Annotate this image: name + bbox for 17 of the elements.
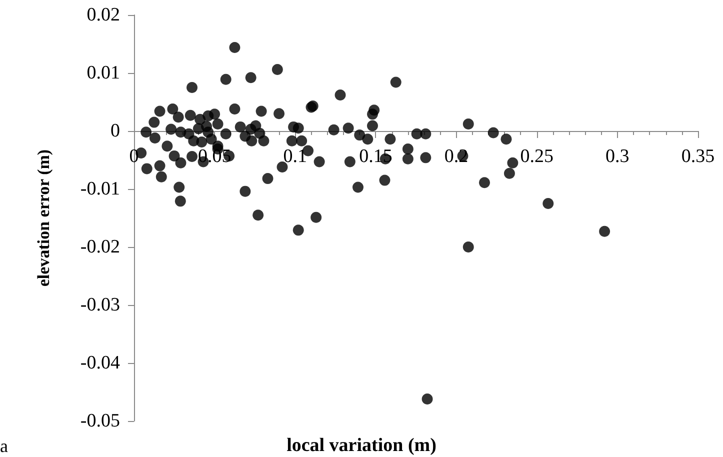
x-tick-label: 0	[129, 146, 139, 167]
text: a	[0, 436, 8, 456]
y-tick-label: 0	[110, 120, 120, 142]
y-tick-label: 0.01	[86, 62, 120, 84]
x-tick-label: 0.15	[359, 146, 392, 167]
y-axis-title: elevation error (m)	[34, 149, 53, 287]
y-tick-label: 0.02	[86, 4, 120, 26]
x-tick-label: 0.25	[520, 146, 554, 167]
x-tick-label: 0.1	[283, 146, 308, 167]
y-tick-label: -0.01	[80, 178, 120, 200]
x-axis-title: local variation (m)	[286, 435, 436, 456]
y-tick-label: -0.04	[80, 352, 120, 374]
x-tick-label: 0.35	[681, 146, 715, 167]
y-tick-label: -0.02	[80, 236, 120, 258]
x-tick-label: 0.3	[606, 146, 630, 167]
y-tick-label: -0.03	[80, 294, 120, 316]
y-tick-label: -0.05	[80, 410, 120, 432]
